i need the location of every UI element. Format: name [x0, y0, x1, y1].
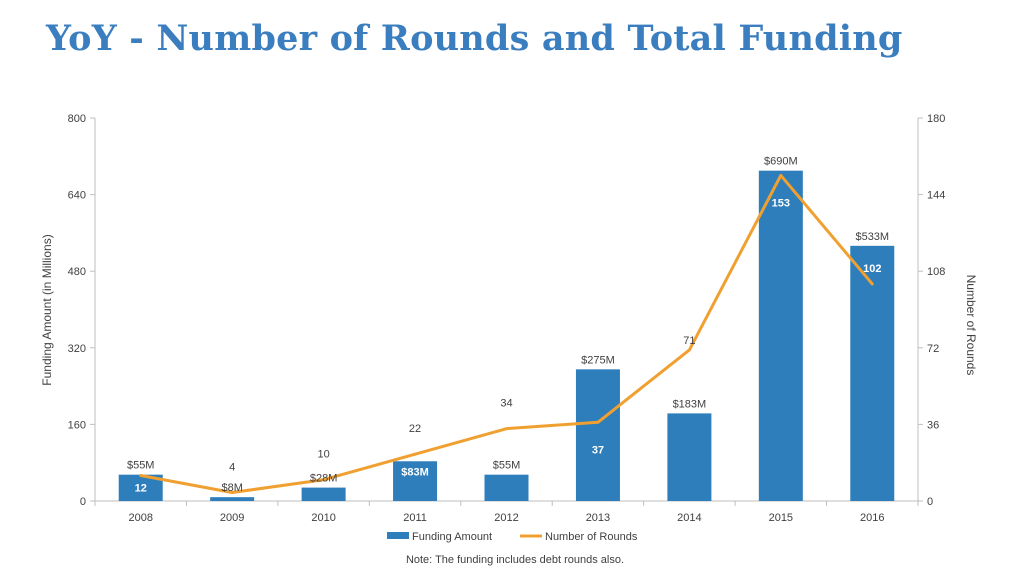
bar-label-2010: $28M: [310, 473, 338, 485]
y2-tick-label: 0: [927, 496, 933, 508]
bar-2014: [667, 413, 712, 501]
rounds-point-2016: [870, 282, 874, 286]
y-tick-label: 800: [68, 113, 86, 125]
legend-swatch-funding: [387, 532, 409, 539]
y2-axis-title: Number of Rounds: [964, 275, 978, 376]
x-tick-label: 2016: [860, 512, 884, 524]
x-tick-label: 2008: [128, 512, 152, 524]
rounds-point-2015: [779, 173, 783, 177]
bar-label-2013: $275M: [581, 354, 615, 366]
bar-label-2011: $83M: [401, 466, 429, 478]
line-label-2016: 102: [863, 263, 881, 275]
x-tick-label: 2011: [403, 512, 427, 524]
rounds-point-2013: [596, 420, 600, 424]
y2-tick-label: 108: [927, 266, 945, 278]
line-label-2014: 71: [683, 335, 695, 347]
bar-2010: [301, 487, 346, 501]
y-tick-label: 160: [68, 419, 86, 431]
rounds-point-2014: [687, 348, 691, 352]
bar-2015: [758, 170, 803, 501]
line-label-2009: 4: [229, 461, 235, 473]
line-label-2015: 153: [772, 197, 790, 209]
x-tick-label: 2012: [494, 512, 518, 524]
bar-2013: [575, 369, 620, 501]
line-label-2008: 12: [135, 482, 147, 494]
bar-series: [118, 170, 895, 501]
y2-tick-label: 180: [927, 113, 945, 125]
y2-tick-label: 36: [927, 419, 939, 431]
y-axis-title: Funding Amount (in Millions): [40, 234, 54, 385]
chart-title: YoY - Number of Rounds and Total Funding: [46, 18, 903, 59]
rounds-point-2008: [139, 473, 143, 477]
rounds-point-2009: [230, 490, 234, 494]
x-tick-label: 2010: [311, 512, 335, 524]
bar-2012: [484, 474, 529, 501]
legend-label-rounds: Number of Rounds: [545, 531, 638, 543]
rounds-point-2012: [505, 427, 508, 431]
x-tick-label: 2009: [220, 512, 244, 524]
rounds-point-2011: [413, 452, 417, 456]
bar-label-2015: $690M: [764, 156, 798, 168]
bar-2011: [393, 461, 438, 501]
bar-label-2008: $55M: [127, 460, 155, 472]
bar-label-2016: $533M: [855, 231, 889, 243]
legend: Funding Amount Number of Rounds: [387, 531, 638, 543]
bar-label-2009: $8M: [221, 482, 242, 494]
y2-tick-label: 72: [927, 343, 939, 355]
y-tick-label: 480: [68, 266, 86, 278]
y-tick-label: 320: [68, 343, 86, 355]
line-label-2011: 22: [409, 423, 421, 435]
y-tick-label: 640: [68, 190, 86, 202]
line-series: [139, 173, 874, 494]
bar-2016: [850, 245, 895, 501]
y-tick-label: 0: [80, 496, 86, 508]
legend-label-funding: Funding Amount: [412, 531, 492, 543]
line-label-2010: 10: [317, 449, 329, 461]
line-label-2013: 37: [592, 444, 604, 456]
y2-tick-label: 144: [927, 190, 945, 202]
bar-2009: [210, 497, 255, 501]
x-tick-label: 2013: [586, 512, 610, 524]
x-tick-label: 2015: [769, 512, 793, 524]
x-tick-label: 2014: [677, 512, 701, 524]
chart-note: Note: The funding includes debt rounds a…: [406, 554, 624, 566]
line-label-2012: 34: [500, 398, 512, 410]
bar-label-2012: $55M: [493, 460, 521, 472]
data-labels: $55M $8M $28M $83M $55M $275M $183M $690M $533M 1…: [127, 156, 889, 495]
rounds-point-2010: [322, 478, 326, 482]
bar-label-2014: $183M: [673, 398, 707, 410]
